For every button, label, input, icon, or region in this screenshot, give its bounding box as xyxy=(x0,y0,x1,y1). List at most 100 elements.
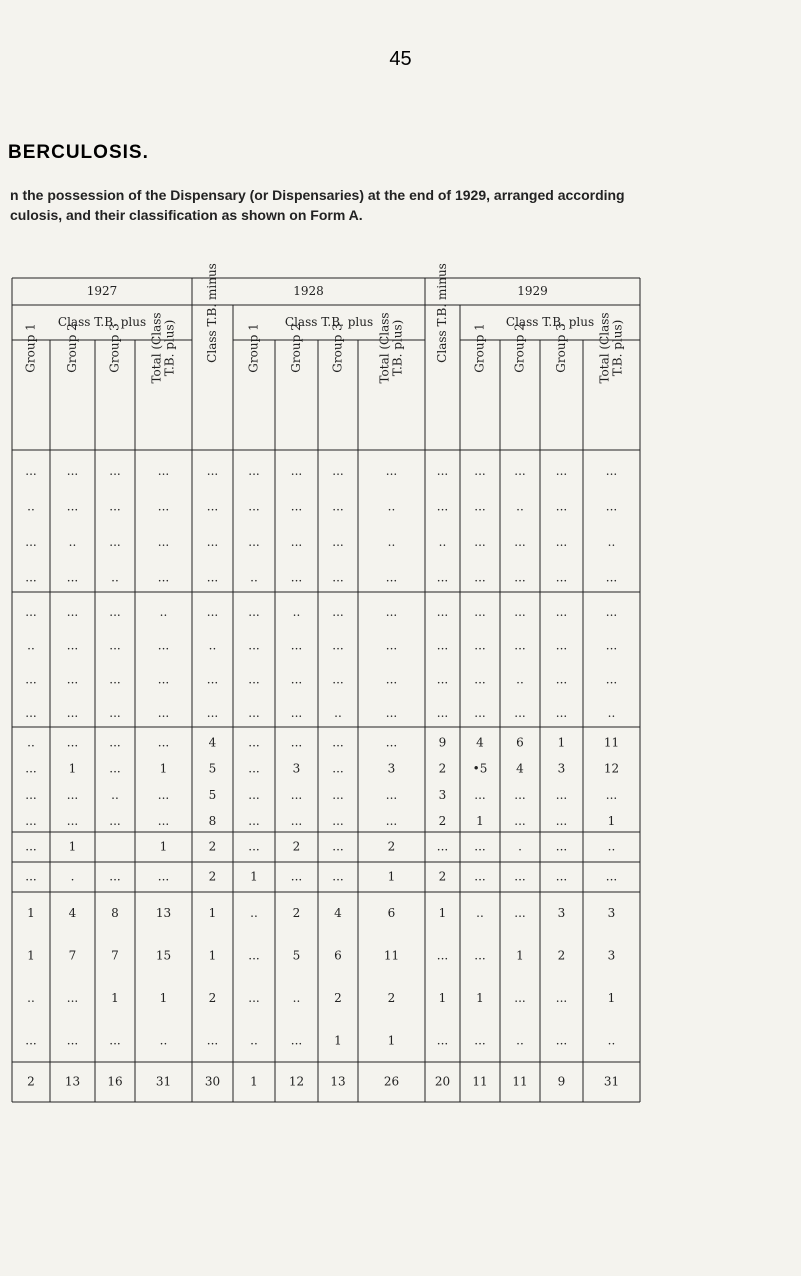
column-header: Group 2 xyxy=(289,323,303,372)
cell: ... xyxy=(474,672,485,686)
cell: ... xyxy=(332,814,343,828)
cell: ... xyxy=(248,991,259,1005)
cell: ... xyxy=(606,788,617,802)
cell: .. xyxy=(293,605,301,619)
cell: ... xyxy=(291,788,302,802)
cell: .. xyxy=(608,840,616,854)
cell: 1 xyxy=(69,840,77,854)
cell: ... xyxy=(67,499,78,513)
cell: .. xyxy=(608,535,616,549)
cell: .. xyxy=(516,499,524,513)
cell: ... xyxy=(514,570,525,584)
cell: 31 xyxy=(604,1075,619,1089)
cell: ... xyxy=(109,464,120,478)
cell: ... xyxy=(248,672,259,686)
column-header: Group 2 xyxy=(513,323,527,372)
cell: 3 xyxy=(388,762,396,776)
cell: ... xyxy=(248,605,259,619)
cell: ... xyxy=(291,814,302,828)
cell: 11 xyxy=(512,1075,527,1089)
cell: ... xyxy=(109,639,120,653)
cell: ... xyxy=(514,605,525,619)
cell: 1 xyxy=(439,906,447,920)
cell: 4 xyxy=(209,735,217,749)
year-header: 1929 xyxy=(517,284,548,298)
cell: ... xyxy=(437,570,448,584)
cell: ... xyxy=(207,535,218,549)
cell: 12 xyxy=(604,762,619,776)
cell: 15 xyxy=(156,948,171,962)
cell: ... xyxy=(437,948,448,962)
cell: ... xyxy=(67,672,78,686)
cell: ... xyxy=(606,639,617,653)
cell: ... xyxy=(437,672,448,686)
year-header: 1928 xyxy=(293,284,324,298)
cell: 1 xyxy=(439,991,447,1005)
cell: ... xyxy=(437,464,448,478)
year-header: 1927 xyxy=(87,284,118,298)
cell: .. xyxy=(516,1033,524,1047)
cell: ... xyxy=(158,788,169,802)
cell: 1 xyxy=(608,814,616,828)
cell: 1 xyxy=(27,948,35,962)
cell: 3 xyxy=(608,906,616,920)
cell: 2 xyxy=(388,840,396,854)
cell: .. xyxy=(388,535,396,549)
cell: 2 xyxy=(439,814,447,828)
column-header: Total (Class xyxy=(378,312,392,383)
cell: ... xyxy=(474,605,485,619)
description: culosis, and their classification as sho… xyxy=(10,207,363,223)
column-header: Group 3 xyxy=(108,323,122,372)
cell: 2 xyxy=(439,762,447,776)
cell: ... xyxy=(158,706,169,720)
cell: ... xyxy=(606,672,617,686)
cell: ... xyxy=(248,706,259,720)
cell: ... xyxy=(386,639,397,653)
cell: ... xyxy=(207,499,218,513)
cell: •5 xyxy=(473,762,488,776)
cell: ... xyxy=(606,605,617,619)
cell: ... xyxy=(386,464,397,478)
cell: ... xyxy=(437,605,448,619)
cell: ... xyxy=(291,464,302,478)
cell: ... xyxy=(25,840,36,854)
cell: 4 xyxy=(476,735,484,749)
cell: .. xyxy=(516,672,524,686)
cell: ... xyxy=(474,788,485,802)
cell: ... xyxy=(248,788,259,802)
cell: ... xyxy=(158,639,169,653)
column-header: T.B. plus) xyxy=(391,320,405,377)
cell: ... xyxy=(109,499,120,513)
cell: ... xyxy=(291,735,302,749)
cell: 3 xyxy=(439,788,447,802)
cell: ... xyxy=(248,735,259,749)
cell: ... xyxy=(291,706,302,720)
cell: ... xyxy=(158,814,169,828)
cell: ... xyxy=(514,535,525,549)
cell: ... xyxy=(25,605,36,619)
cell: 1 xyxy=(209,948,217,962)
cell: ... xyxy=(109,735,120,749)
cell: ... xyxy=(556,672,567,686)
cell: ... xyxy=(606,464,617,478)
cell: ... xyxy=(514,706,525,720)
column-header: T.B. plus) xyxy=(611,320,625,377)
cell: ... xyxy=(474,535,485,549)
cell: 1 xyxy=(388,870,396,884)
cell: ... xyxy=(437,840,448,854)
cell: .. xyxy=(27,991,35,1005)
cell: 9 xyxy=(439,735,447,749)
cell: ... xyxy=(606,570,617,584)
cell: 1 xyxy=(476,814,484,828)
cell: ... xyxy=(386,672,397,686)
cell: ... xyxy=(67,639,78,653)
cell: ... xyxy=(67,735,78,749)
cell: ... xyxy=(386,570,397,584)
cell: 1 xyxy=(608,991,616,1005)
cell: ... xyxy=(514,906,525,920)
cell: .. xyxy=(439,535,447,549)
cell: .. xyxy=(27,499,35,513)
cell: ... xyxy=(25,570,36,584)
cell: ... xyxy=(514,870,525,884)
